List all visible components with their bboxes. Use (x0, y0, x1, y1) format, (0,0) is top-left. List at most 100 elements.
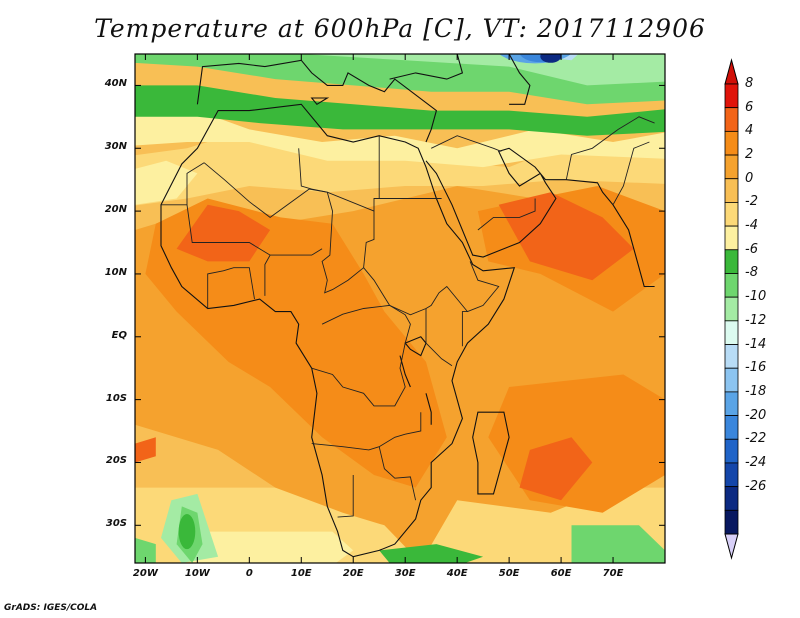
border-kenya (425, 308, 453, 367)
chart-title: Temperature at 600hPa [C], VT: 201711290… (94, 14, 706, 43)
colorbar-swatch (724, 344, 739, 369)
border-botswana (378, 446, 417, 501)
band-6-8-ocean (519, 437, 593, 501)
band-north-pale (135, 160, 198, 205)
band-6-8-sahel (176, 204, 271, 262)
colorbar-label: -24 (745, 454, 767, 470)
colorbar-swatch (724, 178, 739, 203)
colorbar-label: 6 (745, 99, 754, 115)
colorbar-swatch (724, 367, 739, 393)
colorbar-label: -18 (745, 383, 767, 399)
border-somalia (461, 311, 468, 347)
lat-tick-label: 10S (105, 392, 127, 404)
colorbar-label: 0 (745, 170, 754, 186)
border-pakistan (565, 116, 655, 180)
band-pale-green (301, 54, 665, 86)
colorbar-swatch (724, 273, 739, 298)
lat-tick-label: 30N (104, 141, 127, 153)
lon-tick-label: 60E (550, 568, 572, 579)
colorbar-label: -20 (745, 407, 767, 423)
colorbar-swatch (724, 154, 739, 180)
lat-tick-label: 40N (104, 78, 127, 90)
axis-ticks (135, 54, 665, 563)
lon-tick-label: 10E (290, 568, 312, 579)
colorbar-top-triangle (724, 58, 739, 85)
border-iraq (431, 135, 502, 152)
lon-tick-label: 0 (245, 568, 253, 579)
band-blue (353, 23, 582, 48)
colorbar-swatch (724, 486, 739, 511)
colorbar-label: -14 (745, 336, 767, 352)
lat-tick-label: 20N (104, 204, 127, 216)
colorbar-swatch (724, 415, 739, 440)
lon-tick-label: 20W (132, 568, 158, 579)
colorbar-bottom-triangle (724, 533, 739, 560)
lon-tick-label: 10W (184, 568, 210, 579)
lat-tick-label: 20S (105, 455, 127, 467)
lon-tick-label: 50E (498, 568, 520, 579)
border-mauritania (161, 162, 205, 206)
lon-tick-label: 30E (394, 568, 416, 579)
band-south-pale (190, 531, 354, 563)
colorbar-label: 4 (745, 123, 754, 139)
colorbar-label: -26 (745, 478, 767, 494)
country-borders (161, 116, 655, 518)
band-north-light (135, 129, 665, 206)
border-chad (321, 192, 375, 294)
green-se (571, 525, 665, 563)
colorbar-label: -10 (745, 289, 767, 305)
colorbar-swatch (724, 107, 739, 132)
sicily (310, 97, 330, 106)
colorbar-swatch (724, 509, 739, 535)
africa-coast (160, 103, 516, 558)
lon-tick-label: 70E (602, 568, 624, 579)
band-6-8-arabia (498, 192, 634, 281)
colorbar-swatch (724, 83, 739, 109)
arabia-india-coast (425, 147, 655, 288)
lon-tick-label: 20E (342, 568, 364, 579)
border-namibia (337, 475, 354, 518)
colorbar-label: -12 (745, 312, 767, 328)
cold-core (540, 54, 562, 63)
colorbar-label: -4 (745, 218, 758, 234)
colorbar-swatch (724, 225, 739, 251)
band-north-pale-2 (135, 110, 665, 168)
colorbar-label: -2 (745, 194, 758, 210)
lat-tick-label: 10N (104, 266, 127, 278)
border-angola-zambia (311, 412, 422, 451)
colorbar-swatch (724, 249, 739, 274)
border-india (612, 141, 650, 206)
lake-victoria (404, 336, 427, 357)
madagascar-coast (472, 411, 510, 495)
black-sea (389, 54, 464, 80)
lon-tick-label: 40E (446, 568, 468, 579)
grads-credit: GrADS: IGES/COLA (4, 603, 98, 613)
colorbar-label: 8 (745, 76, 754, 91)
border-westafrica (207, 267, 255, 309)
band-green-dark (135, 85, 665, 136)
border-congo (311, 304, 411, 407)
colorbar-label: -6 (745, 241, 758, 257)
lake-malawi (425, 393, 432, 425)
temperature-fill (135, 23, 665, 563)
colorbar-swatch (724, 462, 739, 488)
green-south-core (178, 513, 196, 550)
lat-tick-label: EQ (111, 329, 127, 341)
colorbar-swatch (724, 320, 739, 345)
green-sw (135, 537, 156, 563)
colorbar-swatch (724, 296, 739, 322)
temperature-map (134, 23, 739, 564)
band-6-8-atlantic (135, 437, 156, 463)
colorbar-label: -22 (745, 431, 767, 447)
colorbar-swatch (724, 438, 739, 464)
mediterranean-north (196, 59, 438, 143)
caspian (508, 54, 531, 105)
border-yemen (477, 198, 536, 231)
border-libya (298, 135, 380, 212)
border-nigeria (264, 254, 271, 296)
border-sahel (186, 204, 323, 256)
colorbar-label: -8 (745, 265, 758, 281)
colorbar-swatch (724, 391, 739, 416)
colorbar-label: -16 (745, 360, 767, 376)
colorbar (724, 58, 739, 560)
